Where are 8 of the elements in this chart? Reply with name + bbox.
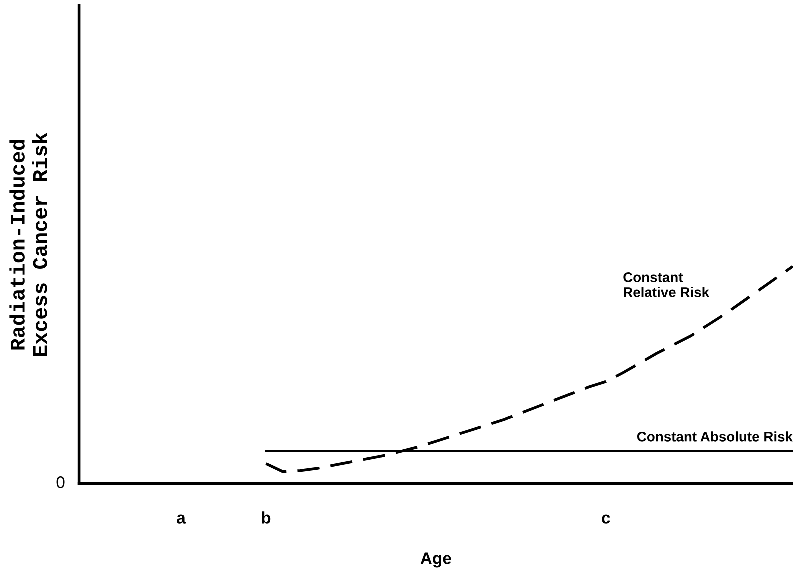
x-tick-label: c (602, 514, 610, 524)
y-axis-title: Radiation-Induced Excess Cancer Risk (10, 132, 48, 356)
text: 0 (56, 476, 65, 488)
series-label: Constant Absolute Risk (637, 432, 793, 442)
x-tick-label: a (177, 514, 186, 524)
x-tick-label: b (262, 512, 271, 524)
x-axis-title: Age (420, 552, 452, 568)
series-label: Constant Relative Risk (624, 272, 710, 298)
